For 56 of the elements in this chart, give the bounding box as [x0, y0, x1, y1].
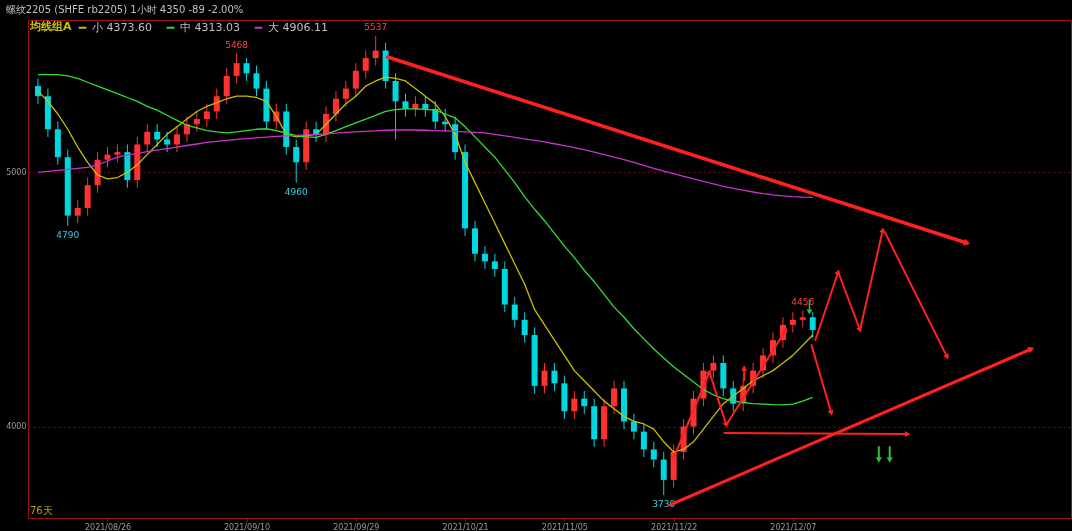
candlestick: [342, 80, 349, 107]
candlestick: [213, 88, 220, 120]
x-tick-label: 2021/11/22: [651, 522, 698, 531]
candlestick: [104, 146, 111, 168]
candlestick: [154, 123, 161, 148]
candlestick: [581, 390, 588, 415]
chart-title: 螺纹2205 (SHFE rb2205) 1小时 4350 -89 -2.00%: [5, 4, 244, 15]
candlestick: [84, 177, 91, 217]
candlestick: [630, 413, 637, 440]
candlestick: [611, 380, 618, 415]
candlestick: [193, 110, 200, 133]
candlestick: [223, 67, 230, 105]
annotation: 5468: [225, 39, 249, 50]
candlestick: [253, 65, 260, 97]
candlestick: [402, 93, 409, 118]
x-tick-label: 2021/12/07: [770, 522, 817, 531]
candlestick: [332, 90, 339, 123]
candlestick: [243, 57, 250, 82]
candlestick: [352, 62, 359, 97]
candlestick: [789, 311, 796, 334]
annotation: 76天: [30, 505, 53, 516]
x-tick-label: 2021/11/05: [541, 522, 588, 531]
candlestick: [491, 253, 498, 278]
candlestick: [293, 138, 300, 184]
x-tick-label: 2021/08/26: [84, 522, 132, 531]
candlestick: [541, 362, 548, 394]
candlestick: [660, 451, 667, 496]
candlestick: [74, 199, 81, 224]
candlestick: [551, 362, 558, 392]
candlestick: [392, 72, 399, 140]
candlestick: [164, 131, 171, 153]
legend-label: 大 4906.11: [268, 20, 328, 34]
candlestick: [481, 245, 488, 270]
candlestick: [571, 390, 578, 420]
candlestick: [372, 35, 379, 67]
x-tick-label: 2021/09/29: [333, 522, 380, 531]
candlestick: [422, 95, 429, 118]
candlestick: [650, 441, 657, 468]
candlestick: [174, 126, 181, 153]
legend-label: 小 4373.60: [92, 20, 152, 34]
x-tick-label: 2021/10/21: [442, 522, 489, 531]
annotation: 4790: [56, 229, 80, 240]
candlestick: [233, 53, 240, 85]
candlestick: [521, 311, 528, 344]
annotation: 5537: [364, 22, 388, 33]
y-tick-label: 5000: [6, 167, 27, 177]
annotation: 4960: [284, 186, 308, 197]
candlestick: [640, 423, 647, 458]
candlestick: [203, 103, 210, 128]
x-tick-label: 2021/09/10: [224, 522, 271, 531]
legend-label: 中 4313.03: [180, 20, 240, 34]
y-tick-label: 4000: [6, 422, 27, 432]
candlestick: [362, 49, 369, 79]
candlestick: [144, 123, 151, 153]
legend-title: 均线组A: [29, 20, 72, 33]
candlestick: [511, 296, 518, 328]
